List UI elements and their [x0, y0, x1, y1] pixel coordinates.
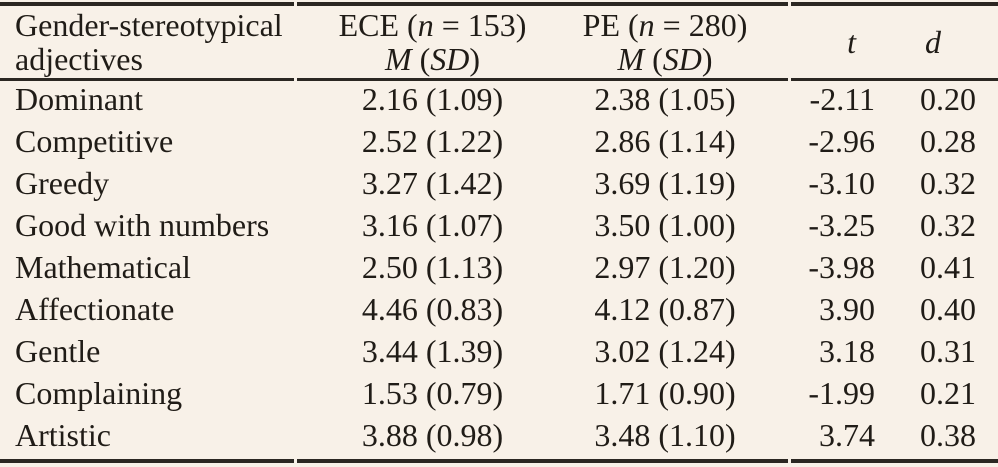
- header-ece-open-paren: (: [411, 41, 431, 77]
- header-ece-pre: ECE (: [338, 7, 418, 43]
- t-cell: -3.98: [808, 248, 875, 285]
- table-bottom-rule: [0, 459, 998, 463]
- header-pe-pre: PE (: [582, 7, 639, 43]
- header-adjectives-line2: adjectives: [15, 41, 143, 77]
- d-cell: 0.38: [920, 416, 976, 453]
- pe-cell: 1.71 (0.90): [594, 374, 736, 411]
- adjective-cell: Greedy: [15, 164, 110, 201]
- header-ece-post: = 153): [433, 7, 527, 43]
- ece-cell: 2.50 (1.13): [361, 248, 504, 285]
- table-row: Artistic 3.88 (0.98) 3.48 (1.10) 3.74 0.…: [0, 414, 998, 456]
- header-pe-post: = 280): [654, 7, 748, 43]
- d-cell: 0.28: [920, 122, 976, 159]
- t-cell: 3.18: [819, 332, 875, 369]
- header-pe: PE (n = 280) M (SD): [545, 6, 785, 78]
- table-row: Gentle 3.44 (1.39) 3.02 (1.24) 3.18 0.31: [0, 330, 998, 372]
- pe-cell: 2.86 (1.14): [594, 122, 736, 159]
- header-adjectives: Gender-stereotypical adjectives: [0, 6, 320, 78]
- table-row: Affectionate 4.46 (0.83) 4.12 (0.87) 3.9…: [0, 288, 998, 330]
- t-cell: -2.11: [809, 80, 875, 117]
- pe-cell: 3.48 (1.10): [594, 416, 736, 453]
- d-cell: 0.31: [920, 332, 976, 369]
- ece-cell: 4.46 (0.83): [361, 290, 504, 327]
- table-row: Mathematical 2.50 (1.13) 2.97 (1.20) -3.…: [0, 246, 998, 288]
- table-top-rule: [0, 2, 998, 6]
- d-cell: 0.32: [920, 206, 976, 243]
- header-pe-close-paren: ): [701, 41, 713, 77]
- adjective-cell: Dominant: [15, 80, 143, 117]
- header-ece: ECE (n = 153) M (SD): [320, 6, 545, 78]
- header-row: Gender-stereotypical adjectives ECE (n =…: [0, 6, 998, 78]
- ece-cell: 3.16 (1.07): [361, 206, 504, 243]
- ece-cell: 3.88 (0.98): [361, 416, 504, 453]
- header-t: t: [785, 6, 880, 78]
- header-ece-close-paren: ): [469, 41, 481, 77]
- header-ece-sd: SD: [430, 41, 470, 77]
- t-cell: -3.25: [808, 206, 875, 243]
- t-cell: -2.96: [808, 122, 875, 159]
- ece-cell: 3.44 (1.39): [361, 332, 504, 369]
- t-cell: 3.90: [819, 290, 875, 327]
- header-adjectives-line1: Gender-stereotypical: [15, 7, 283, 43]
- adjective-cell: Complaining: [15, 374, 183, 411]
- pe-cell: 3.02 (1.24): [594, 332, 736, 369]
- table-row: Greedy 3.27 (1.42) 3.69 (1.19) -3.10 0.3…: [0, 162, 998, 204]
- t-cell: -3.10: [808, 164, 875, 201]
- adjective-cell: Gentle: [15, 332, 101, 369]
- table-row: Good with numbers 3.16 (1.07) 3.50 (1.00…: [0, 204, 998, 246]
- header-ece-m: M: [384, 41, 412, 77]
- stats-table: Gender-stereotypical adjectives ECE (n =…: [0, 6, 998, 456]
- header-t-symbol: t: [847, 24, 856, 60]
- table-header-rule: [0, 78, 998, 81]
- header-d-symbol: d: [925, 24, 941, 60]
- ece-cell: 1.53 (0.79): [361, 374, 504, 411]
- ece-cell: 3.27 (1.42): [361, 164, 504, 201]
- header-pe-n: n: [638, 7, 655, 43]
- adjective-cell: Competitive: [15, 122, 174, 159]
- adjective-cell: Affectionate: [15, 290, 175, 327]
- d-cell: 0.32: [920, 164, 976, 201]
- pe-cell: 4.12 (0.87): [594, 290, 736, 327]
- header-pe-open-paren: (: [644, 41, 663, 77]
- d-cell: 0.40: [920, 290, 976, 327]
- adjective-cell: Artistic: [15, 416, 111, 453]
- adjective-cell: Mathematical: [15, 248, 191, 285]
- header-d: d: [880, 6, 998, 78]
- table-row: Competitive 2.52 (1.22) 2.86 (1.14) -2.9…: [0, 120, 998, 162]
- header-pe-sd: SD: [662, 41, 702, 77]
- d-cell: 0.41: [920, 248, 976, 285]
- d-cell: 0.20: [920, 80, 976, 117]
- header-pe-m: M: [617, 41, 645, 77]
- pe-cell: 3.50 (1.00): [594, 206, 736, 243]
- adjective-cell: Good with numbers: [15, 206, 270, 243]
- ece-cell: 2.16 (1.09): [361, 80, 504, 117]
- pe-cell: 2.97 (1.20): [594, 248, 736, 285]
- d-cell: 0.21: [920, 374, 976, 411]
- t-cell: 3.74: [819, 416, 875, 453]
- pe-cell: 3.69 (1.19): [594, 164, 736, 201]
- t-cell: -1.99: [808, 374, 875, 411]
- table-row: Dominant 2.16 (1.09) 2.38 (1.05) -2.11 0…: [0, 78, 998, 120]
- table-row: Complaining 1.53 (0.79) 1.71 (0.90) -1.9…: [0, 372, 998, 414]
- pe-cell: 2.38 (1.05): [594, 80, 736, 117]
- ece-cell: 2.52 (1.22): [361, 122, 504, 159]
- header-ece-n: n: [417, 7, 434, 43]
